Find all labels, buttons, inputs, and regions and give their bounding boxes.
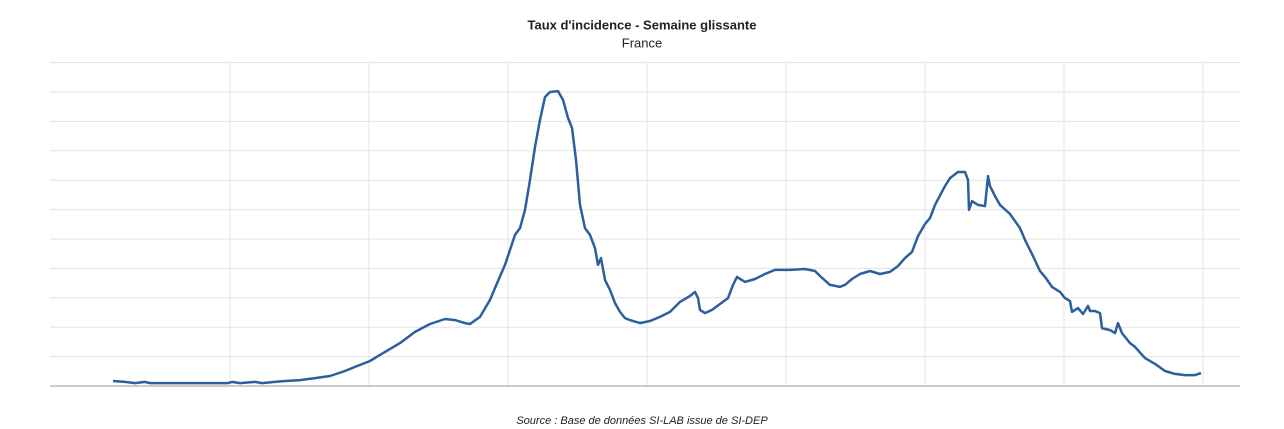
line-series [112,89,1202,385]
chart-title: Taux d'incidence - Semaine glissante [528,17,757,32]
source-note: Source : Base de données SI-LAB issue de… [516,415,768,427]
chart-subtitle: France [622,35,662,50]
